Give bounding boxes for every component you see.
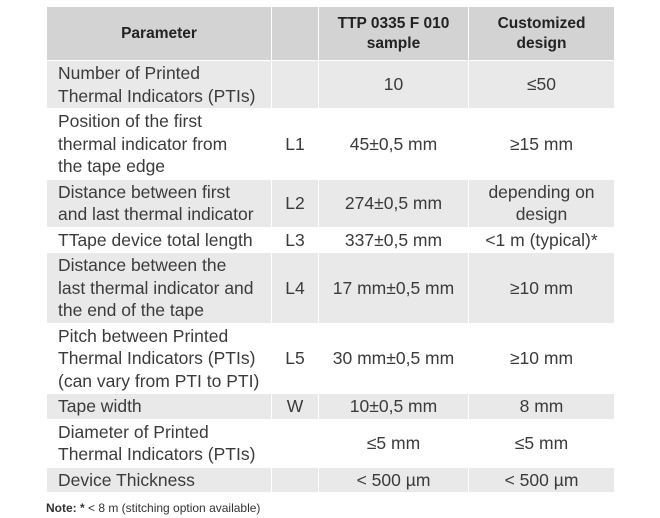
table-row: Pitch between Printed Thermal Indicators… [46, 322, 615, 394]
cell-parameter: Pitch between Printed Thermal Indicators… [46, 322, 272, 394]
footnote-label: Note: * [46, 501, 85, 515]
cell-parameter: Device Thickness [46, 466, 272, 493]
cell-customized: 8 mm [468, 393, 615, 420]
cell-parameter: Position of the first thermal indicator … [46, 108, 272, 180]
cell-symbol: L5 [271, 322, 319, 394]
cell-customized: depending on design [468, 178, 615, 228]
table-row: Distance between the last thermal indica… [46, 252, 615, 324]
table-row: Diameter of Printed Thermal Indicators (… [46, 418, 615, 468]
cell-sample: 45±0,5 mm [318, 108, 469, 180]
table-header-row: Parameter TTP 0335 F 010 sample Customiz… [46, 6, 615, 61]
cell-customized: ≥15 mm [468, 108, 615, 180]
cell-symbol [271, 418, 319, 468]
cell-parameter: Distance between first and last thermal … [46, 178, 272, 228]
cell-customized: ≥10 mm [468, 322, 615, 394]
cell-parameter: Number of Printed Thermal Indicators (PT… [46, 60, 272, 109]
table-row: Position of the first thermal indicator … [46, 108, 615, 180]
footnote: Note: * < 8 m (stitching option availabl… [46, 501, 260, 515]
cell-symbol: L4 [271, 252, 319, 324]
cell-sample: < 500 µm [318, 466, 469, 493]
cell-customized: ≥10 mm [468, 252, 615, 324]
cell-parameter: TTape device total length [46, 226, 272, 253]
cell-symbol [271, 60, 319, 109]
cell-parameter: Tape width [46, 393, 272, 420]
cell-symbol: L1 [271, 108, 319, 180]
footnote-text: < 8 m (stitching option available) [84, 501, 261, 515]
cell-customized: ≤50 [468, 60, 615, 109]
table-row: TTape device total length L3 337±0,5 mm … [46, 226, 615, 253]
cell-sample: 10 [318, 60, 469, 109]
cell-symbol: W [271, 393, 319, 420]
header-parameter: Parameter [46, 6, 272, 61]
cell-symbol [271, 466, 319, 493]
header-symbol [271, 6, 319, 61]
table-row: Number of Printed Thermal Indicators (PT… [46, 60, 615, 109]
cell-sample: 10±0,5 mm [318, 393, 469, 420]
cell-customized: ≤5 mm [468, 418, 615, 468]
header-sample: TTP 0335 F 010 sample [318, 6, 469, 61]
cell-symbol: L2 [271, 178, 319, 228]
specifications-table: Parameter TTP 0335 F 010 sample Customiz… [46, 6, 615, 493]
cell-parameter: Diameter of Printed Thermal Indicators (… [46, 418, 272, 468]
cell-symbol: L3 [271, 226, 319, 253]
cell-sample: ≤5 mm [318, 418, 469, 468]
header-customized: Customized design [468, 6, 615, 61]
cell-customized: <1 m (typical)* [468, 226, 615, 253]
cell-sample: 17 mm±0,5 mm [318, 252, 469, 324]
table-row: Device Thickness < 500 µm < 500 µm [46, 466, 615, 493]
cell-sample: 337±0,5 mm [318, 226, 469, 253]
table-row: Tape width W 10±0,5 mm 8 mm [46, 393, 615, 420]
cell-customized: < 500 µm [468, 466, 615, 493]
table-row: Distance between first and last thermal … [46, 178, 615, 228]
cell-parameter: Distance between the last thermal indica… [46, 252, 272, 324]
cell-sample: 274±0,5 mm [318, 178, 469, 228]
cell-sample: 30 mm±0,5 mm [318, 322, 469, 394]
